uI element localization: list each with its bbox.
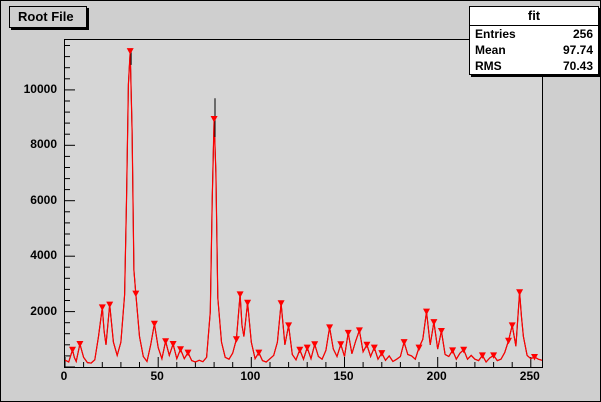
histogram-plot (65, 45, 542, 367)
y-tick-label: 6000 (30, 192, 57, 207)
x-tick-label: 250 (519, 369, 540, 383)
stats-row-mean: Mean 97.74 (470, 42, 598, 58)
y-tick-label: 2000 (30, 303, 57, 318)
stats-label: Entries (475, 27, 516, 41)
stats-value: 97.74 (562, 43, 593, 57)
plot-frame[interactable] (64, 39, 543, 368)
stats-title: fit (470, 7, 598, 26)
canvas-title-pave[interactable]: Root File (9, 6, 87, 28)
stats-box[interactable]: fit Entries 256 Mean 97.74 RMS 70.43 (469, 6, 599, 75)
stats-value: 70.43 (562, 59, 593, 73)
y-tick-label: 4000 (30, 248, 57, 263)
stats-row-rms: RMS 70.43 (470, 58, 598, 74)
x-tick-label: 0 (60, 369, 68, 383)
stats-value: 256 (572, 27, 593, 41)
y-tick-label: 8000 (30, 137, 57, 152)
stats-label: Mean (475, 43, 506, 57)
x-tick-label: 100 (240, 369, 261, 383)
y-tick-label: 10000 (23, 81, 57, 96)
x-tick-label: 150 (333, 369, 354, 383)
canvas-title: Root File (18, 9, 74, 24)
x-tick-label: 200 (426, 369, 447, 383)
stats-label: RMS (475, 59, 502, 73)
stats-row-entries: Entries 256 (470, 26, 598, 42)
x-tick-label: 50 (150, 369, 164, 383)
